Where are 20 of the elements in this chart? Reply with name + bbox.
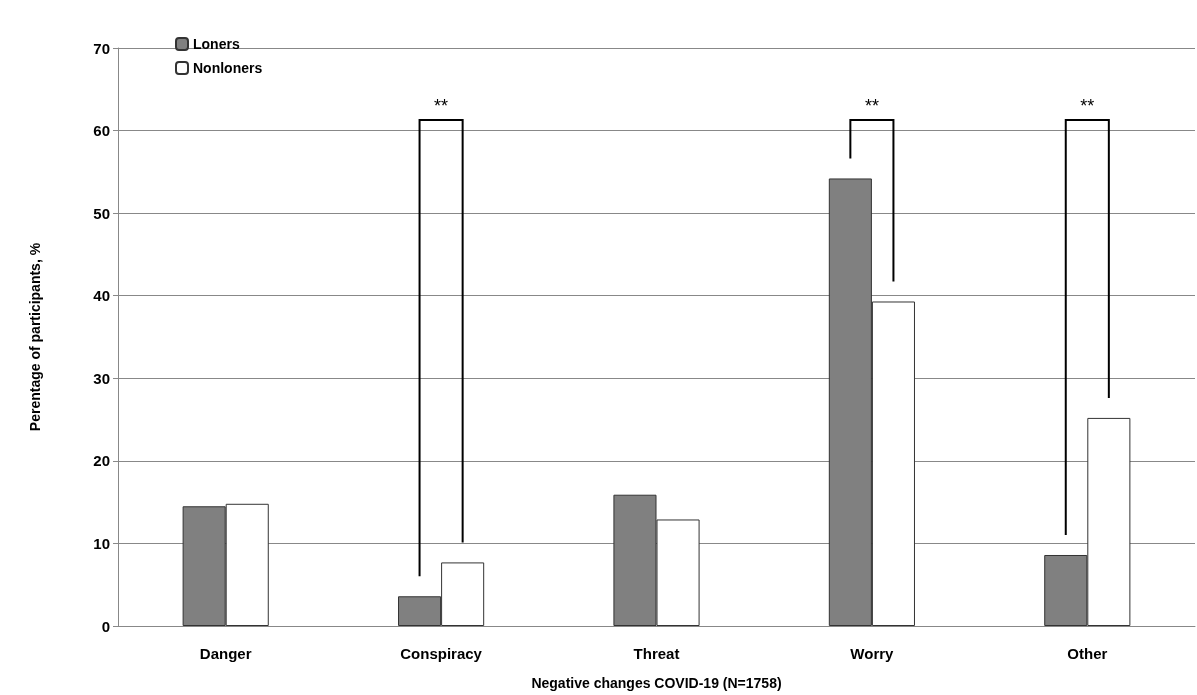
y-tick-label: 40 xyxy=(93,287,110,305)
x-tick-label: Danger xyxy=(199,645,252,662)
legend-label: Nonloners xyxy=(193,60,263,76)
y-tick-label: 50 xyxy=(93,204,110,222)
x-tick-label: Threat xyxy=(633,645,680,662)
y-tick-label: 60 xyxy=(93,122,110,140)
x-tick-label: Conspiracy xyxy=(400,645,483,662)
annotation: ** xyxy=(434,96,449,116)
x-tick-label: Other xyxy=(1067,645,1108,662)
y-tick-label: 10 xyxy=(93,534,110,552)
y-tick-label: 70 xyxy=(93,39,110,57)
legend-label: Loners xyxy=(193,36,240,52)
y-tick-label: 20 xyxy=(93,452,110,470)
annotation: ** xyxy=(864,96,879,116)
annotation: ** xyxy=(1080,96,1095,116)
y-tick-label: 30 xyxy=(93,369,110,387)
y-axis-title: Perentage of participants, % xyxy=(27,242,43,432)
x-axis-title: Negative changes COVID-19 (N=1758) xyxy=(531,675,782,691)
y-tick-label: 0 xyxy=(101,617,110,635)
x-tick-label: Worry xyxy=(850,645,895,662)
